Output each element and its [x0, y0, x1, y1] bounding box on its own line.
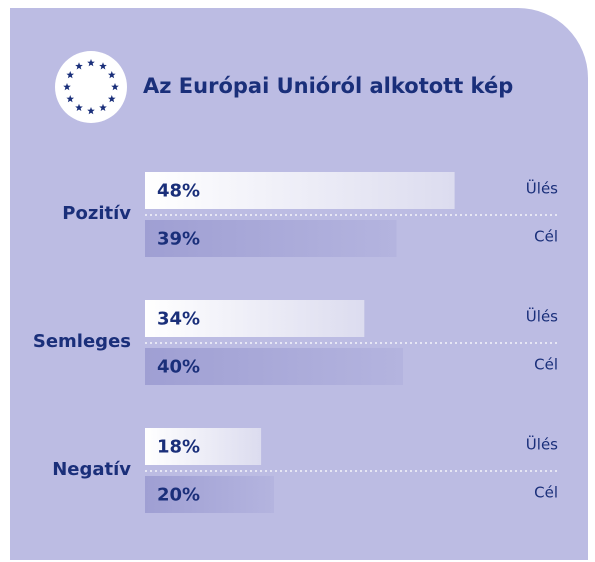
series-label: Ülés [526, 179, 558, 198]
series-label: Cél [534, 484, 558, 502]
category-label: Negatív [52, 459, 131, 480]
star [63, 83, 71, 91]
star [87, 107, 95, 115]
star [111, 83, 119, 91]
star [75, 103, 83, 112]
panel [10, 8, 588, 560]
star [66, 71, 75, 79]
series-label: Ülés [526, 435, 558, 454]
eu-flag [55, 51, 127, 123]
category-label: Semleges [33, 331, 131, 352]
series-label: Ülés [526, 307, 558, 326]
star [75, 62, 83, 70]
star [66, 95, 75, 103]
series-label: Cél [534, 356, 558, 374]
star [99, 62, 107, 70]
bar [145, 220, 397, 257]
bar [145, 428, 262, 465]
bar [145, 476, 274, 513]
bar [145, 300, 365, 337]
star [99, 103, 107, 112]
value-label: 48% [157, 181, 200, 202]
chart-title: Az Európai Unióról alkotott kép [143, 74, 513, 98]
bar [145, 348, 403, 385]
value-label: 40% [157, 357, 200, 378]
value-label: 20% [157, 485, 200, 506]
bar [145, 172, 455, 209]
star [87, 59, 95, 67]
star [107, 95, 116, 103]
value-label: 39% [157, 229, 200, 250]
value-label: 18% [157, 437, 200, 458]
category-label: Pozitív [62, 203, 131, 224]
series-label: Cél [534, 228, 558, 246]
star [107, 71, 116, 79]
value-label: 34% [157, 309, 200, 330]
